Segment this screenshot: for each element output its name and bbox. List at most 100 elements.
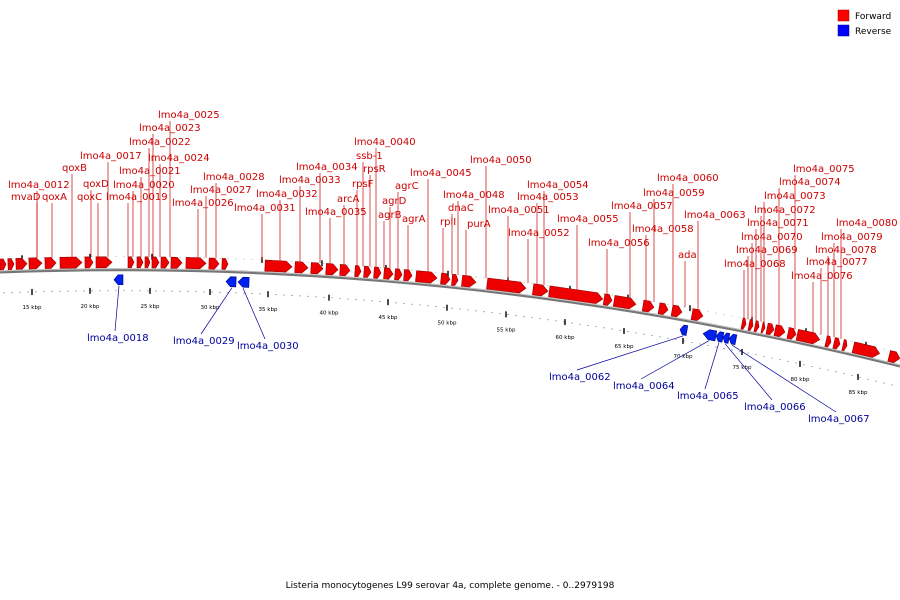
forward-gene-arrow[interactable] <box>84 256 94 269</box>
gene-label-lmo4a-0067: lmo4a_0067 <box>808 414 870 425</box>
forward-gene-arrow[interactable] <box>773 324 786 338</box>
forward-gene-arrow[interactable] <box>841 339 848 352</box>
scale-dot <box>403 302 405 305</box>
reverse-gene-arrow[interactable] <box>679 324 689 336</box>
forward-gene-arrow[interactable] <box>765 322 775 335</box>
scale-dot <box>643 333 645 335</box>
forward-gene-arrow[interactable] <box>294 261 309 274</box>
forward-gene-arrow[interactable] <box>44 257 57 269</box>
reverse-gene-arrow[interactable] <box>715 331 725 343</box>
gene-label-lmo4a-0072: lmo4a_0072 <box>754 205 816 216</box>
reverse-gene-arrow[interactable] <box>225 276 237 288</box>
forward-gene-arrow[interactable] <box>641 299 655 313</box>
forward-gene-arrow[interactable] <box>690 308 704 322</box>
forward-gene-arrow[interactable] <box>383 267 394 280</box>
reverse-gene-arrow[interactable] <box>722 332 731 344</box>
forward-gene-arrow[interactable] <box>339 264 351 277</box>
scale-dot-upper <box>3 258 5 260</box>
gene-label-lmo4a-0048: lmo4a_0048 <box>443 190 505 201</box>
scale-dot <box>171 290 173 292</box>
forward-gene-arrow[interactable] <box>394 268 403 281</box>
gene-label-lmo4a-0074: lmo4a_0074 <box>779 177 841 188</box>
genome-backbone <box>0 268 900 368</box>
gene-label-qoxd: qoxD <box>83 179 109 190</box>
forward-gene-arrow[interactable] <box>363 265 372 278</box>
reverse-gene-arrow[interactable] <box>237 276 250 288</box>
legend-reverse-swatch <box>837 24 850 37</box>
forward-gene-arrow[interactable] <box>373 266 382 279</box>
scale-dot <box>83 290 85 292</box>
forward-gene-arrow[interactable] <box>795 329 821 345</box>
forward-gene-arrow[interactable] <box>160 256 170 269</box>
forward-gene-arrow[interactable] <box>221 258 229 270</box>
scale-dot-upper <box>251 259 253 260</box>
forward-gene-arrow[interactable] <box>264 259 293 273</box>
forward-gene-arrow[interactable] <box>887 350 900 363</box>
scale-dot <box>371 300 373 302</box>
forward-gene-arrow[interactable] <box>7 258 15 271</box>
scale-dot <box>459 308 461 310</box>
forward-gene-arrow[interactable] <box>15 257 28 270</box>
forward-gene-arrow[interactable] <box>602 293 613 306</box>
scale-dot <box>147 290 149 292</box>
scale-dot-upper <box>699 309 701 311</box>
scale-dot-upper <box>715 312 717 314</box>
forward-gene-arrow[interactable] <box>824 335 832 348</box>
forward-gene-arrow[interactable] <box>740 317 747 330</box>
forward-gene-arrow[interactable] <box>670 304 683 318</box>
forward-gene-arrow[interactable] <box>354 265 362 278</box>
forward-gene-arrow[interactable] <box>486 277 527 294</box>
forward-gene-arrow[interactable] <box>59 256 83 269</box>
scale-dot <box>411 303 413 305</box>
scale-dot <box>883 382 885 384</box>
forward-gene-arrow[interactable] <box>28 257 43 270</box>
forward-gene-arrow[interactable] <box>185 257 207 270</box>
scale-tick-label: 75 kbp <box>733 365 752 371</box>
reverse-gene-arrow[interactable] <box>728 333 738 346</box>
scale-dot-upper <box>787 326 789 328</box>
forward-gene-arrow[interactable] <box>325 263 339 276</box>
forward-gene-arrow[interactable] <box>753 320 760 333</box>
forward-gene-arrow[interactable] <box>612 295 637 310</box>
forward-gene-arrow[interactable] <box>451 273 459 286</box>
scale-dot <box>819 367 821 369</box>
forward-gene-arrow[interactable] <box>851 341 881 359</box>
forward-gene-arrow[interactable] <box>0 258 7 271</box>
gene-label-lmo4a-0028: lmo4a_0028 <box>203 172 265 183</box>
gene-label-lmo4a-0020: lmo4a_0020 <box>113 180 175 191</box>
scale-tick-label: 45 kbp <box>379 315 398 321</box>
scale-dot <box>427 305 429 307</box>
forward-gene-arrow[interactable] <box>136 256 144 269</box>
reverse-gene-arrow[interactable] <box>113 274 124 286</box>
forward-gene-arrow[interactable] <box>310 262 324 275</box>
reverse-gene-arrow[interactable] <box>702 329 718 342</box>
scale-dot <box>811 365 813 368</box>
forward-gene-arrow[interactable] <box>548 285 604 305</box>
reverse-label-leader <box>200 287 233 335</box>
forward-gene-arrow[interactable] <box>786 327 797 340</box>
forward-gene-arrow[interactable] <box>170 256 183 269</box>
forward-gene-arrow[interactable] <box>440 272 451 285</box>
scale-dot-upper <box>91 256 93 258</box>
forward-gene-arrow[interactable] <box>95 256 113 269</box>
forward-gene-arrow[interactable] <box>760 321 766 334</box>
forward-gene-arrow[interactable] <box>747 319 754 331</box>
scale-dot <box>659 336 661 338</box>
scale-dot-upper <box>379 267 381 268</box>
forward-gene-arrow[interactable] <box>532 283 549 297</box>
forward-gene-arrow[interactable] <box>127 256 135 269</box>
forward-gene-arrow[interactable] <box>461 274 477 288</box>
forward-gene-arrow[interactable] <box>403 269 413 282</box>
forward-gene-arrow[interactable] <box>144 256 151 269</box>
scale-dot <box>51 290 53 293</box>
forward-gene-arrow[interactable] <box>151 256 160 269</box>
forward-gene-arrow[interactable] <box>208 257 220 270</box>
forward-gene-arrow[interactable] <box>657 302 669 315</box>
scale-dot-upper <box>459 274 461 276</box>
forward-gene-arrow[interactable] <box>832 337 841 350</box>
gene-label-lmo4a-0071: lmo4a_0071 <box>747 218 809 229</box>
scale-dot <box>507 314 509 316</box>
scale-dot-upper <box>11 258 13 260</box>
forward-gene-arrow[interactable] <box>415 270 438 284</box>
